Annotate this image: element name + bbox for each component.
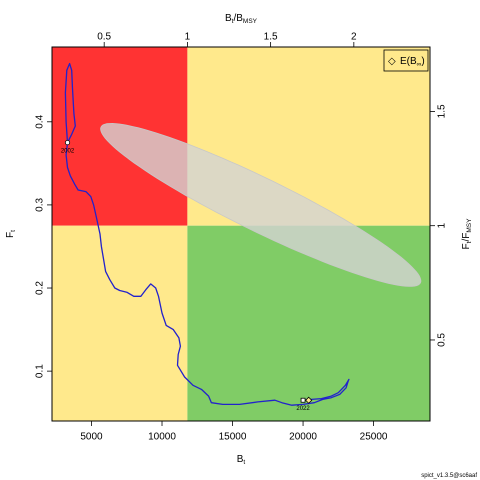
right-axis-tick-label: 0.5 — [437, 333, 448, 347]
right-axis-title: Ft/FMSY — [461, 218, 473, 250]
x-axis-title: Bt — [237, 454, 246, 466]
plot-frame — [51, 46, 431, 422]
bottom-axis-tick-label: 15000 — [219, 432, 247, 443]
confidence-ellipse — [100, 122, 422, 287]
bottom-axis-tick-label: 10000 — [148, 432, 176, 443]
left-axis-tick-label: 0.4 — [35, 114, 46, 128]
left-axis: 0.1 0.2 0.3 0.4 — [35, 114, 52, 378]
left-axis-tick-label: 0.1 — [35, 364, 46, 378]
bottom-axis: 5000 10000 15000 20000 25000 — [80, 421, 388, 443]
end-point — [300, 397, 306, 403]
top-axis-title: Bt/BMSY — [225, 13, 258, 25]
legend-label: E(B∞) — [400, 56, 425, 68]
y-axis-title: Ft — [5, 230, 17, 238]
equilibrium-point — [305, 396, 313, 404]
biomass-fishing-trajectory — [64, 62, 350, 406]
ellipse-layer — [100, 122, 422, 287]
left-axis-tick-label: 0.3 — [35, 198, 46, 212]
points-layer: 2002 2022 — [61, 139, 313, 412]
right-axis-tick-label: 1 — [437, 222, 448, 228]
bottom-axis-tick-label: 25000 — [360, 432, 388, 443]
bottom-axis-tick-label: 20000 — [289, 432, 317, 443]
top-axis: 0.5 1 1.5 2 — [97, 32, 357, 47]
legend: ◇ E(B∞) — [383, 49, 429, 72]
start-point — [64, 139, 71, 146]
left-axis-tick-label: 0.2 — [35, 281, 46, 295]
legend-symbol: ◇ — [388, 56, 396, 67]
right-axis: 0.5 1 1.5 — [430, 104, 448, 347]
footer-credit: spict_v1.3.5@sc6aaf — [421, 473, 477, 479]
end-year-label: 2022 — [296, 406, 310, 412]
bottom-axis-tick-label: 5000 — [80, 432, 103, 443]
zone-overfished-ok — [52, 225, 188, 421]
top-axis-tick-label: 1 — [185, 32, 191, 43]
top-axis-tick-label: 0.5 — [97, 32, 111, 43]
right-axis-tick-label: 1.5 — [437, 104, 448, 118]
zones-layer — [52, 47, 430, 421]
top-axis-tick-label: 2 — [351, 32, 357, 43]
trajectory-layer — [64, 62, 350, 406]
start-year-label: 2002 — [61, 149, 75, 155]
top-axis-tick-label: 1.5 — [264, 32, 278, 43]
legend-box — [383, 49, 429, 72]
